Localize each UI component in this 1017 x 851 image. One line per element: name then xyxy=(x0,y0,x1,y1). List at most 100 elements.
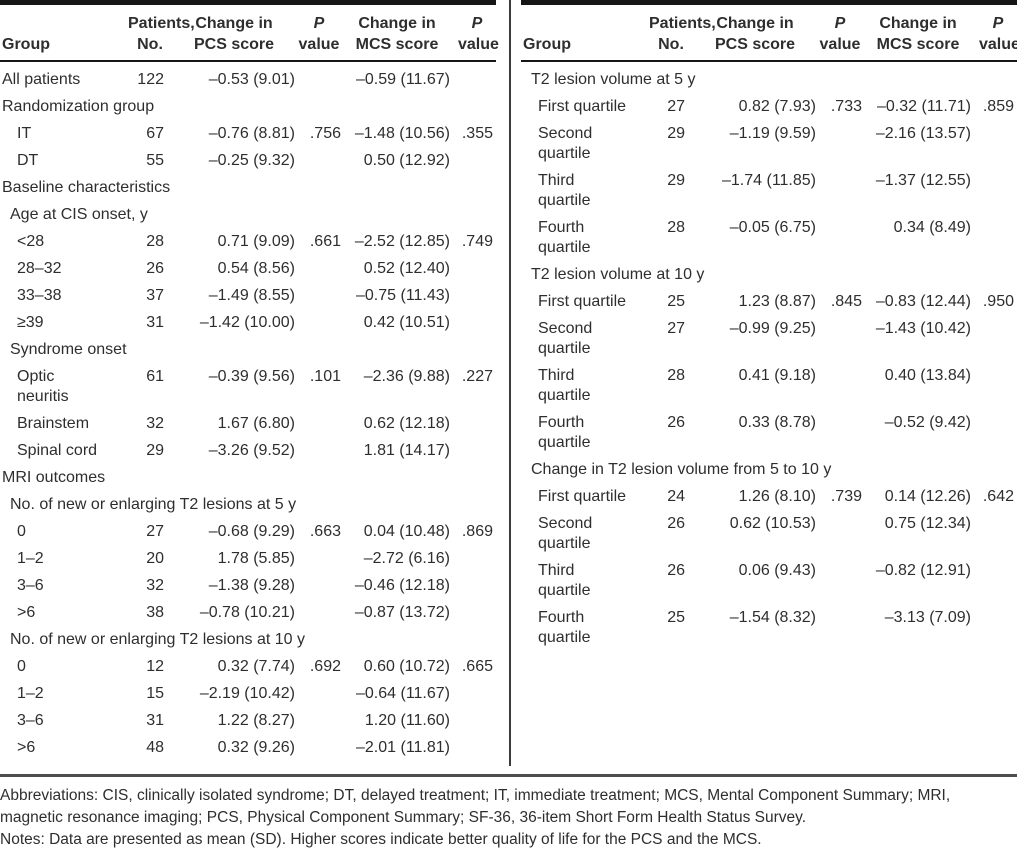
mcs-pvalue-cell: .665 xyxy=(461,658,493,675)
mcs-pvalue-cell xyxy=(979,363,1017,410)
pcs-change-cell: 0.54 (8.56) xyxy=(217,260,295,277)
col-header-group: Group xyxy=(0,2,128,62)
patients-count-cell: 29 xyxy=(667,125,685,142)
patients-count-cell: 24 xyxy=(667,488,685,505)
col-header-p1-line2: value xyxy=(819,36,861,53)
panel-divider xyxy=(509,0,511,766)
group-cell: 1–2 xyxy=(17,685,44,702)
mcs-pvalue-cell xyxy=(458,148,496,175)
mcs-pvalue-cell xyxy=(458,283,496,310)
table-row: Spinal cord 29 –3.26 (9.52) 1.81 (14.17) xyxy=(0,438,496,465)
table-row: >6 48 0.32 (9.26) –2.01 (11.81) xyxy=(0,735,496,762)
pcs-pvalue-cell xyxy=(817,215,863,262)
group-cell: >6 xyxy=(17,604,36,621)
mcs-pvalue-cell xyxy=(458,735,496,762)
group-cell: 33–38 xyxy=(17,287,62,304)
table-row: First quartile 27 0.82 (7.93) .733 –0.32 (11… xyxy=(521,94,1017,121)
section-row: MRI outcomes xyxy=(0,465,496,492)
mcs-pvalue-cell xyxy=(458,600,496,627)
mcs-change-cell: –0.59 (11.67) xyxy=(356,71,450,88)
section-label: Baseline characteristics xyxy=(2,179,171,196)
group-cell: Fourth quartile xyxy=(538,219,591,256)
mcs-change-cell: –1.48 (10.56) xyxy=(354,125,450,142)
mcs-pvalue-cell xyxy=(979,410,1017,457)
patients-count-cell: 122 xyxy=(137,71,164,88)
pcs-change-cell: 1.22 (8.27) xyxy=(217,712,295,729)
col-header-mcs: Change in MCS score xyxy=(342,2,458,62)
mcs-pvalue-cell xyxy=(458,708,496,735)
col-header-patients: Patients, No. xyxy=(128,2,195,62)
group-cell: 3–6 xyxy=(17,577,44,594)
mcs-pvalue-cell: .642 xyxy=(982,488,1014,505)
group-cell: Fourth quartile xyxy=(538,414,591,451)
pcs-pvalue-cell xyxy=(817,605,863,652)
col-header-p1-line1: P xyxy=(313,15,325,32)
table-row: Optic neuritis 61 –0.39 (9.56) .101 –2.36 (9… xyxy=(0,364,496,411)
patients-count-cell: 28 xyxy=(667,219,685,236)
mcs-change-cell: –1.43 (10.42) xyxy=(875,320,971,337)
pcs-pvalue-cell xyxy=(296,411,342,438)
patients-count-cell: 31 xyxy=(146,314,164,331)
col-header-p2-line1: P xyxy=(471,15,483,32)
abbreviations-note: Abbreviations: CIS, clinically isolated … xyxy=(0,787,951,826)
pcs-pvalue-cell: .661 xyxy=(309,233,341,250)
patients-count-cell: 32 xyxy=(146,415,164,432)
mcs-change-cell: 0.75 (12.34) xyxy=(884,515,971,532)
table-row: First quartile 24 1.26 (8.10) .739 0.14 (12.… xyxy=(521,484,1017,511)
mcs-change-cell: –0.52 (9.42) xyxy=(884,414,971,431)
table-row: Second quartile 29 –1.19 (9.59) –2.16 (13.5… xyxy=(521,121,1017,168)
col-header-patients-line1: Patients, xyxy=(128,15,195,32)
group-cell: Third quartile xyxy=(538,367,591,404)
mcs-change-cell: –0.75 (11.43) xyxy=(356,287,450,304)
mcs-change-cell: –1.37 (12.55) xyxy=(875,172,971,189)
mcs-pvalue-cell xyxy=(458,310,496,337)
table-row: 28–32 26 0.54 (8.56) 0.52 (12.40) xyxy=(0,256,496,283)
pcs-change-cell: –3.26 (9.52) xyxy=(208,442,295,459)
pcs-change-cell: –0.99 (9.25) xyxy=(729,320,816,337)
section-row: Baseline characteristics xyxy=(0,175,496,202)
section-row: Syndrome onset xyxy=(0,337,496,364)
mcs-pvalue-cell xyxy=(458,61,496,94)
table-row: Second quartile 26 0.62 (10.53) 0.75 (12.34… xyxy=(521,511,1017,558)
mcs-pvalue-cell xyxy=(458,546,496,573)
pcs-change-cell: 1.23 (8.87) xyxy=(738,293,816,310)
mcs-pvalue-cell xyxy=(979,316,1017,363)
pcs-change-cell: –0.53 (9.01) xyxy=(208,71,295,88)
pcs-pvalue-cell xyxy=(296,61,342,94)
pcs-change-cell: –2.19 (10.42) xyxy=(199,685,295,702)
group-cell: ≥39 xyxy=(17,314,44,331)
mcs-change-cell: 0.40 (13.84) xyxy=(884,367,971,384)
mcs-change-cell: –0.32 (11.71) xyxy=(877,98,971,115)
pcs-pvalue-cell xyxy=(296,283,342,310)
col-header-patients-line2: No. xyxy=(137,36,163,53)
patients-count-cell: 37 xyxy=(146,287,164,304)
table-body-left: All patients 122 –0.53 (9.01) –0.59 (11.67)… xyxy=(0,61,496,762)
group-cell: First quartile xyxy=(538,488,627,505)
group-cell: >6 xyxy=(17,739,36,756)
section-label: No. of new or enlarging T2 lesions at 5 … xyxy=(10,496,297,513)
footnotes: Abbreviations: CIS, clinically isolated … xyxy=(0,774,1017,851)
group-cell: Second quartile xyxy=(538,515,593,552)
patients-count-cell: 48 xyxy=(146,739,164,756)
pcs-change-cell: –0.05 (6.75) xyxy=(729,219,816,236)
mcs-pvalue-cell: .355 xyxy=(461,125,493,142)
pcs-pvalue-cell xyxy=(817,558,863,605)
pcs-pvalue-cell: .756 xyxy=(309,125,341,142)
mcs-pvalue-cell xyxy=(979,511,1017,558)
pcs-pvalue-cell: .845 xyxy=(830,293,862,310)
mcs-change-cell: –0.83 (12.44) xyxy=(875,293,971,310)
col-header-p1-line1: P xyxy=(834,15,846,32)
pcs-change-cell: –0.68 (9.29) xyxy=(208,523,295,540)
group-cell: Second quartile xyxy=(538,125,593,162)
mcs-change-cell: 0.42 (10.51) xyxy=(363,314,450,331)
table-row: 3–6 32 –1.38 (9.28) –0.46 (12.18) xyxy=(0,573,496,600)
pcs-change-cell: –1.74 (11.85) xyxy=(722,172,816,189)
pcs-change-cell: –1.42 (10.00) xyxy=(199,314,295,331)
pcs-change-cell: 0.62 (10.53) xyxy=(729,515,816,532)
table-row: Brainstem 32 1.67 (6.80) 0.62 (12.18) xyxy=(0,411,496,438)
table-row: 1–2 20 1.78 (5.85) –2.72 (6.16) xyxy=(0,546,496,573)
patients-count-cell: 27 xyxy=(667,98,685,115)
